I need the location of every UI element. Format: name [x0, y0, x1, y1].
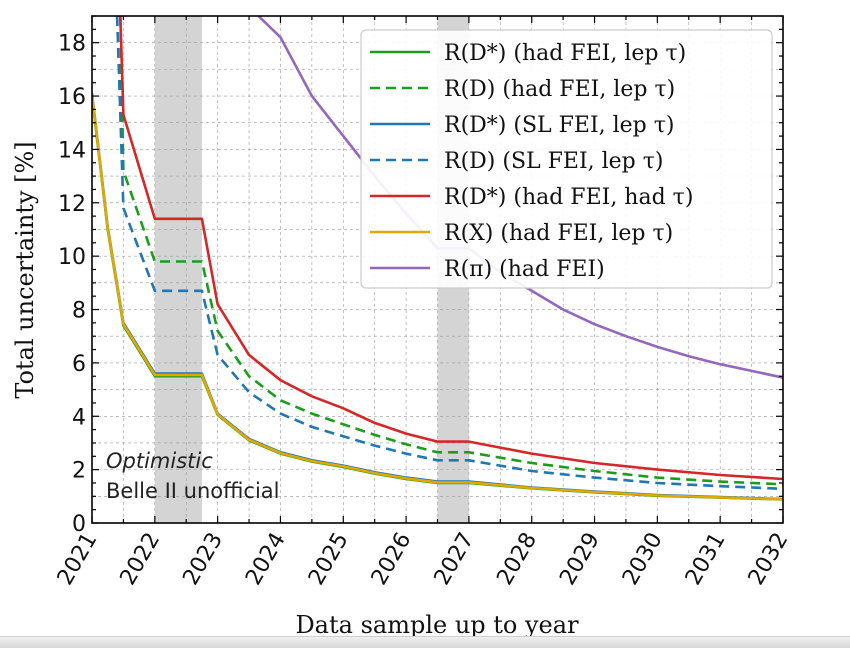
window-bottom-bar [0, 636, 850, 648]
legend-box [360, 29, 773, 289]
y-tick-label: 8 [72, 299, 86, 324]
y-tick-label: 16 [58, 85, 86, 110]
legend-label-4: R(D*) (had FEI, had τ) [444, 185, 693, 210]
y-tick-label: 0 [72, 512, 86, 537]
y-tick-label: 12 [58, 192, 86, 217]
legend-label-0: R(D*) (had FEI, lep τ) [444, 41, 686, 66]
y-tick-label: 10 [58, 245, 86, 270]
series-lines [92, 16, 783, 501]
legend-label-3: R(D) (SL FEI, lep τ) [444, 149, 664, 174]
series-line-5 [92, 94, 783, 501]
series-line-3 [115, 16, 783, 491]
y-axis-title: Total uncertainty [%] [11, 141, 39, 398]
series-line-1 [119, 16, 783, 486]
y-tick-label: 4 [72, 405, 86, 430]
y-tick-label: 14 [58, 138, 86, 163]
legend: R(D*) (had FEI, lep τ) R(D) (had FEI, lep… [360, 29, 773, 289]
legend-label-5: R(X) (had FEI, lep τ) [444, 221, 673, 246]
annotation-belle: Belle II unofficial [106, 479, 280, 503]
legend-label-1: R(D) (had FEI, lep τ) [444, 77, 675, 102]
legend-label-6: R(π) (had FEI) [444, 257, 605, 282]
series-line-4 [119, 16, 783, 481]
y-tick-label: 2 [72, 459, 86, 484]
legend-label-2: R(D*) (SL FEI, lep τ) [444, 113, 675, 138]
y-tick-label: 6 [72, 352, 86, 377]
x-axis-title: Data sample up to year [295, 611, 579, 639]
annotation-optimistic: Optimistic [106, 449, 213, 473]
y-tick-label: 18 [58, 32, 86, 57]
shaded-region-0 [154, 16, 202, 523]
